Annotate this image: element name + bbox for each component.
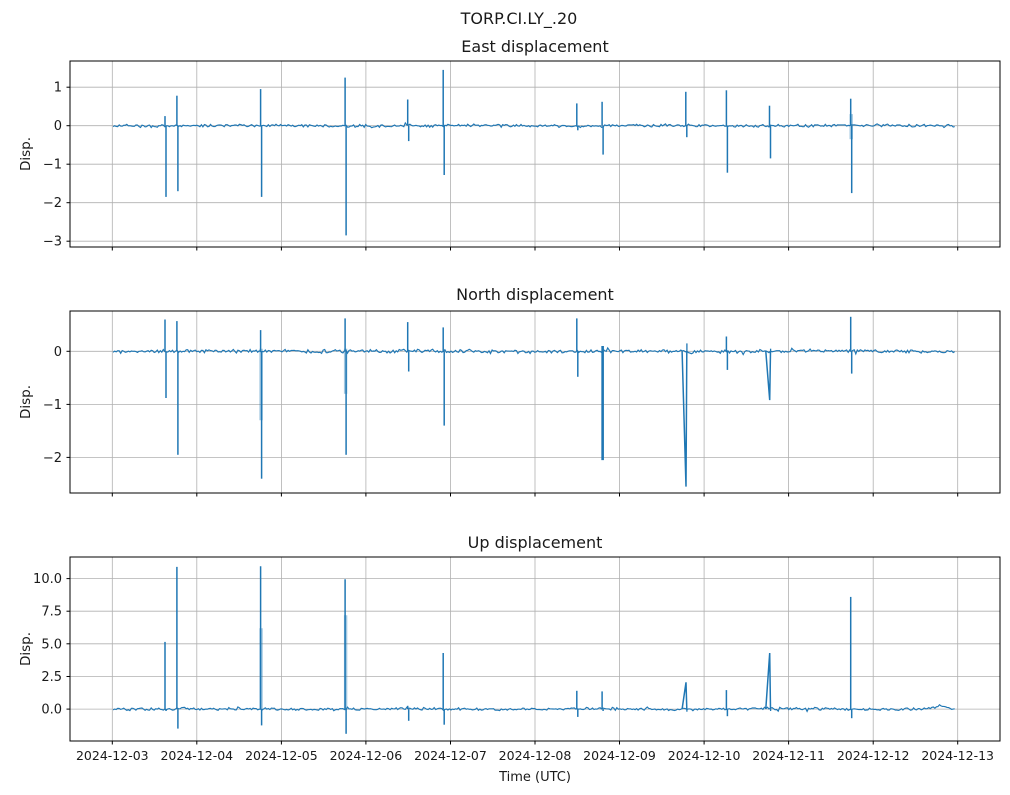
y-tick-labels: 0 −1 −2 [43, 345, 62, 466]
spikes [164, 69, 853, 236]
subplot-title-up: Up displacement [467, 533, 603, 552]
series-line [112, 121, 955, 129]
subplot-title-north: North displacement [456, 285, 614, 304]
y-tick-label: 5.0 [41, 637, 62, 652]
grid [70, 311, 1000, 493]
x-tick-labels: 2024-12-03 2024-12-04 2024-12-05 2024-12-06… [76, 748, 994, 763]
y-tick-label: −2 [43, 451, 62, 466]
x-tick-label: 2024-12-11 [752, 748, 825, 763]
x-tick-label: 2024-12-08 [499, 748, 572, 763]
x-tick-label: 2024-12-04 [160, 748, 233, 763]
grid [70, 557, 1000, 741]
x-axis-label: Time (UTC) [499, 770, 571, 785]
x-tick-label: 2024-12-07 [414, 748, 487, 763]
x-tick-label: 2024-12-13 [921, 748, 994, 763]
y-tick-label: 10.0 [33, 572, 62, 587]
x-tick-label: 2024-12-10 [668, 748, 741, 763]
spikes [164, 566, 853, 734]
y-tick-label: 7.5 [41, 605, 62, 620]
x-tick-label: 2024-12-12 [837, 748, 910, 763]
y-tick-label: 1 [54, 81, 62, 96]
x-tick-label: 2024-12-05 [245, 748, 318, 763]
x-tick-label: 2024-12-06 [330, 748, 403, 763]
tick-marks [66, 350, 959, 497]
subplot-1: 0 −1 −2 [43, 310, 1001, 497]
subplot-0: 1 0 −1 −2 −3 [43, 60, 1001, 251]
y-tick-labels: 10.0 7.5 5.0 2.5 0.0 [33, 572, 62, 718]
y-tick-label: −2 [43, 196, 62, 211]
tick-marks [66, 578, 959, 745]
y-tick-label: 2.5 [41, 670, 62, 685]
spike [765, 351, 772, 401]
y-tick-label: −1 [43, 398, 62, 413]
y-axis-label-east: Disp. [18, 136, 34, 172]
x-tick-label: 2024-12-09 [583, 748, 656, 763]
y-tick-label: 0 [54, 345, 62, 360]
y-axis-label-north: Disp. [18, 384, 34, 420]
series-line [112, 704, 955, 713]
y-axis-label-up: Disp. [18, 631, 34, 667]
tick-marks [66, 86, 959, 251]
spikes [164, 316, 853, 487]
y-tick-label: −3 [43, 235, 62, 250]
spike [681, 351, 688, 487]
spike [681, 682, 688, 710]
y-tick-labels: 1 0 −1 −2 −3 [43, 81, 62, 250]
subplot-title-east: East displacement [461, 37, 609, 56]
figure-title: TORP.CI.LY_.20 [460, 9, 578, 28]
spike [765, 652, 772, 710]
x-tick-label: 2024-12-03 [76, 748, 149, 763]
series-line [112, 346, 955, 356]
y-tick-label: −1 [43, 158, 62, 173]
y-tick-label: 0.0 [41, 703, 62, 718]
y-tick-label: 0 [54, 119, 62, 134]
grid [70, 61, 1000, 247]
